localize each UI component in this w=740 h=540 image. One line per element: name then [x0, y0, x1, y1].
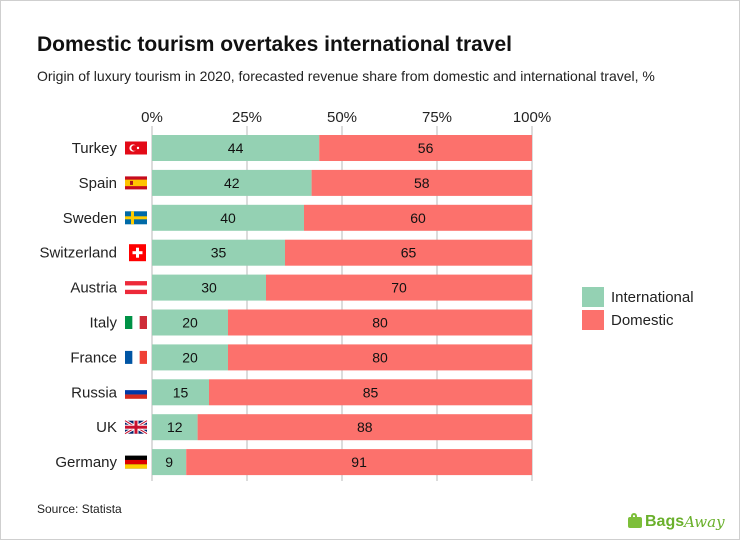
bagsaway-logo: Bags Away	[628, 511, 725, 533]
bar-international	[152, 449, 187, 476]
chart-title: Domestic tourism overtakes international…	[37, 33, 512, 56]
category-label: Italy	[89, 315, 117, 332]
data-label-international: 40	[220, 210, 236, 226]
bar-international	[152, 309, 228, 336]
category-label: Austria	[70, 280, 117, 297]
flag-spain-icon	[125, 176, 147, 190]
logo-text-bags: Bags	[645, 513, 685, 530]
x-tick-label: 25%	[232, 109, 262, 126]
data-label-international: 15	[173, 384, 189, 400]
bar-domestic	[197, 414, 532, 441]
bar-domestic	[304, 204, 532, 231]
legend-label-international: International	[611, 289, 694, 306]
source-note: Source: Statista	[37, 502, 122, 516]
category-label: Switzerland	[39, 245, 117, 262]
data-label-international: 35	[211, 245, 227, 261]
bar-domestic	[285, 239, 532, 266]
bar-international	[152, 135, 320, 161]
bar-domestic	[311, 169, 532, 196]
flag-switzerland-icon	[129, 244, 146, 262]
x-tick-label: 100%	[513, 109, 551, 126]
x-tick-label: 75%	[422, 109, 452, 126]
data-label-international: 20	[182, 349, 198, 365]
data-label-domestic: 58	[414, 175, 430, 191]
bar-international	[152, 204, 304, 231]
data-label-domestic: 60	[410, 210, 426, 226]
logo-text-away: Away	[684, 513, 725, 531]
data-label-domestic: 91	[351, 454, 367, 470]
category-label: Spain	[79, 175, 117, 192]
bar-domestic	[209, 379, 532, 406]
category-label: Germany	[55, 454, 117, 471]
data-label-international: 30	[201, 280, 217, 296]
data-label-international: 20	[182, 315, 198, 331]
flag-austria-icon	[125, 281, 147, 295]
bar-international	[152, 169, 312, 196]
data-label-international: 42	[224, 175, 240, 191]
bar-domestic	[266, 274, 532, 301]
x-tick-label: 0%	[141, 109, 163, 126]
data-label-domestic: 65	[401, 245, 417, 261]
flag-italy-icon	[125, 316, 147, 329]
data-label-domestic: 70	[391, 280, 407, 296]
bar-international	[152, 344, 228, 371]
legend-swatch-domestic	[582, 310, 604, 330]
bar-domestic	[186, 449, 532, 476]
flag-uk-icon	[124, 419, 148, 435]
bar-international	[152, 379, 209, 406]
flag-sweden-icon	[125, 211, 147, 225]
chart-subtitle: Origin of luxury tourism in 2020, foreca…	[37, 68, 655, 84]
flag-turkey-icon	[125, 141, 147, 155]
flag-russia-icon	[125, 385, 147, 399]
category-label: Russia	[71, 384, 118, 401]
data-label-international: 44	[228, 140, 244, 156]
data-label-international: 12	[167, 419, 183, 435]
data-label-domestic: 88	[357, 419, 373, 435]
bar-domestic	[319, 135, 532, 161]
data-label-domestic: 85	[363, 384, 379, 400]
data-label-domestic: 56	[418, 140, 434, 156]
legend-label-domestic: Domestic	[611, 312, 674, 329]
stacked-bar-chart: 0% 25% 50% 75% 100% 44 56 Turkey 42 58 Spain 40 60 Sw…	[39, 109, 694, 481]
category-label: Turkey	[72, 140, 118, 157]
category-label: UK	[96, 419, 117, 436]
category-label: Sweden	[63, 210, 117, 227]
data-label-domestic: 80	[372, 315, 388, 331]
bar-domestic	[228, 309, 532, 336]
bar-domestic	[228, 344, 532, 371]
bar-international	[152, 239, 285, 266]
suitcase-icon	[628, 512, 642, 528]
data-label-international: 9	[165, 454, 173, 470]
flag-france-icon	[125, 350, 147, 364]
legend-swatch-international	[582, 287, 604, 307]
flag-germany-icon	[125, 455, 147, 469]
bar-international	[152, 414, 198, 441]
data-label-domestic: 80	[372, 349, 388, 365]
category-label: France	[70, 349, 117, 366]
bar-international	[152, 274, 266, 301]
x-tick-label: 50%	[327, 109, 357, 126]
